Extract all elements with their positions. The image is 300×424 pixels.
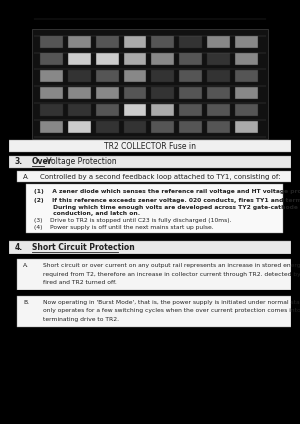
FancyBboxPatch shape bbox=[17, 171, 291, 182]
FancyBboxPatch shape bbox=[207, 121, 230, 133]
Text: A.: A. bbox=[23, 263, 29, 268]
FancyBboxPatch shape bbox=[68, 53, 91, 65]
FancyBboxPatch shape bbox=[9, 254, 291, 258]
FancyBboxPatch shape bbox=[124, 104, 146, 116]
FancyBboxPatch shape bbox=[179, 53, 202, 65]
FancyBboxPatch shape bbox=[32, 29, 268, 139]
FancyBboxPatch shape bbox=[40, 36, 63, 48]
Text: 3.: 3. bbox=[15, 157, 23, 167]
FancyBboxPatch shape bbox=[17, 259, 291, 290]
FancyBboxPatch shape bbox=[96, 36, 118, 48]
FancyBboxPatch shape bbox=[96, 87, 118, 99]
FancyBboxPatch shape bbox=[124, 53, 146, 65]
FancyBboxPatch shape bbox=[96, 70, 118, 82]
FancyBboxPatch shape bbox=[40, 70, 63, 82]
FancyBboxPatch shape bbox=[235, 36, 258, 48]
FancyBboxPatch shape bbox=[40, 87, 63, 99]
FancyBboxPatch shape bbox=[40, 121, 63, 133]
Text: fired and TR2 turned off.: fired and TR2 turned off. bbox=[43, 280, 117, 285]
FancyBboxPatch shape bbox=[9, 234, 291, 240]
FancyBboxPatch shape bbox=[124, 70, 146, 82]
FancyBboxPatch shape bbox=[68, 104, 91, 116]
Text: 4.: 4. bbox=[15, 243, 23, 252]
FancyBboxPatch shape bbox=[235, 53, 258, 65]
Text: Over: Over bbox=[32, 157, 52, 167]
FancyBboxPatch shape bbox=[68, 36, 91, 48]
FancyBboxPatch shape bbox=[96, 53, 118, 65]
FancyBboxPatch shape bbox=[152, 121, 174, 133]
Text: A.: A. bbox=[23, 173, 30, 180]
Text: (4)    Power supply is off until the next mains start up pulse.: (4) Power supply is off until the next m… bbox=[34, 225, 214, 230]
FancyBboxPatch shape bbox=[235, 121, 258, 133]
FancyBboxPatch shape bbox=[40, 104, 63, 116]
FancyBboxPatch shape bbox=[124, 121, 146, 133]
FancyBboxPatch shape bbox=[152, 70, 174, 82]
Text: required from T2, therefore an increase in collector current through TR2. detect: required from T2, therefore an increase … bbox=[43, 272, 300, 277]
FancyBboxPatch shape bbox=[152, 53, 174, 65]
FancyBboxPatch shape bbox=[152, 36, 174, 48]
FancyBboxPatch shape bbox=[68, 87, 91, 99]
Text: (1)    A zener diode which senses the reference rail voltage and HT voltage prop: (1) A zener diode which senses the refer… bbox=[34, 189, 300, 194]
Text: (3)    Drive to TR2 is stopped until C23 is fully discharged (10ms).: (3) Drive to TR2 is stopped until C23 is… bbox=[34, 218, 232, 223]
FancyBboxPatch shape bbox=[9, 241, 291, 254]
FancyBboxPatch shape bbox=[152, 104, 174, 116]
Text: Short Circuit Protection: Short Circuit Protection bbox=[32, 243, 134, 252]
FancyBboxPatch shape bbox=[17, 290, 291, 294]
Text: (2)    If this reference exceeds zener voltage. 020 conducts, fires TY1 and term: (2) If this reference exceeds zener volt… bbox=[34, 198, 300, 203]
FancyBboxPatch shape bbox=[179, 36, 202, 48]
Text: Short circuit or over current on any output rail represents an increase in store: Short circuit or over current on any out… bbox=[43, 263, 300, 268]
FancyBboxPatch shape bbox=[235, 87, 258, 99]
Text: conduction, and latch on.: conduction, and latch on. bbox=[34, 211, 140, 216]
FancyBboxPatch shape bbox=[9, 140, 291, 152]
FancyBboxPatch shape bbox=[152, 87, 174, 99]
FancyBboxPatch shape bbox=[235, 104, 258, 116]
FancyBboxPatch shape bbox=[40, 53, 63, 65]
Text: only operates for a few switching cycles when the over current protection comes : only operates for a few switching cycles… bbox=[43, 308, 300, 313]
FancyBboxPatch shape bbox=[17, 296, 291, 327]
FancyBboxPatch shape bbox=[124, 36, 146, 48]
FancyBboxPatch shape bbox=[179, 87, 202, 99]
FancyBboxPatch shape bbox=[68, 121, 91, 133]
FancyBboxPatch shape bbox=[96, 121, 118, 133]
FancyBboxPatch shape bbox=[207, 53, 230, 65]
FancyBboxPatch shape bbox=[179, 104, 202, 116]
FancyBboxPatch shape bbox=[207, 70, 230, 82]
FancyBboxPatch shape bbox=[96, 104, 118, 116]
Text: Controlled by a second feedback loop attached to TY1, consisting of:: Controlled by a second feedback loop att… bbox=[40, 173, 280, 180]
FancyBboxPatch shape bbox=[207, 36, 230, 48]
Text: Now operating in 'Burst Mode', that is, the power supply is initiated under norm: Now operating in 'Burst Mode', that is, … bbox=[43, 300, 300, 305]
FancyBboxPatch shape bbox=[26, 184, 283, 233]
FancyBboxPatch shape bbox=[179, 70, 202, 82]
Text: terminating drive to TR2.: terminating drive to TR2. bbox=[43, 317, 119, 322]
FancyBboxPatch shape bbox=[124, 87, 146, 99]
FancyBboxPatch shape bbox=[179, 121, 202, 133]
FancyBboxPatch shape bbox=[9, 156, 291, 168]
Text: TR2 COLLECTOR Fuse in: TR2 COLLECTOR Fuse in bbox=[104, 142, 196, 151]
Text: Voltage Protection: Voltage Protection bbox=[44, 157, 117, 167]
FancyBboxPatch shape bbox=[235, 70, 258, 82]
Text: B.: B. bbox=[23, 300, 29, 305]
FancyBboxPatch shape bbox=[207, 104, 230, 116]
FancyBboxPatch shape bbox=[68, 70, 91, 82]
FancyBboxPatch shape bbox=[207, 87, 230, 99]
Text: During which time enough volts are developed across TY2 gate-cathode to cause: During which time enough volts are devel… bbox=[34, 204, 300, 209]
